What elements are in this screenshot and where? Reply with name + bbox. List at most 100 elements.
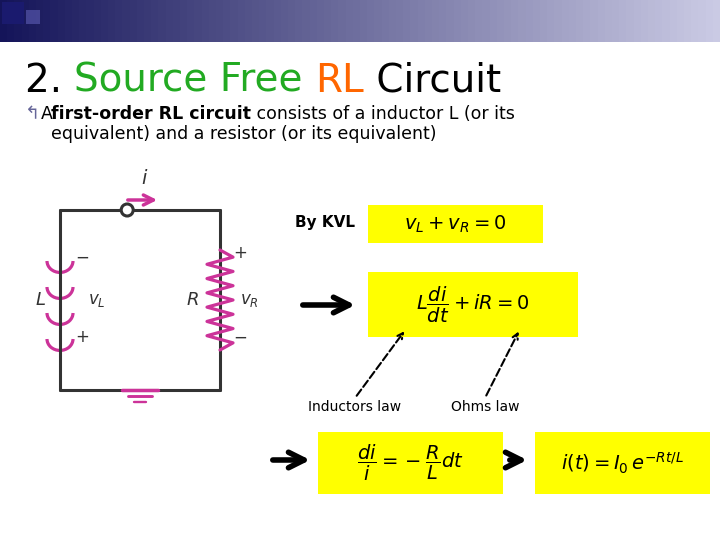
Bar <box>50 0 58 42</box>
Circle shape <box>121 204 133 216</box>
Bar <box>266 0 274 42</box>
Bar <box>518 0 526 42</box>
Text: $v_R$: $v_R$ <box>240 291 258 309</box>
Bar <box>396 0 403 42</box>
Bar <box>288 0 295 42</box>
Bar <box>526 0 533 42</box>
Bar <box>418 0 425 42</box>
Bar <box>461 0 468 42</box>
Bar <box>180 0 187 42</box>
Text: first-order RL circuit: first-order RL circuit <box>51 105 251 123</box>
Bar <box>187 0 194 42</box>
Bar <box>151 0 158 42</box>
Text: $+$: $+$ <box>233 244 247 262</box>
Bar <box>22 0 29 42</box>
Text: consists of a inductor L (or its: consists of a inductor L (or its <box>251 105 515 123</box>
Bar <box>670 0 677 42</box>
Bar <box>454 0 461 42</box>
Bar <box>130 0 137 42</box>
Bar <box>368 272 578 337</box>
Bar <box>482 0 490 42</box>
Text: $i$: $i$ <box>141 169 148 188</box>
Text: $-$: $-$ <box>233 328 247 346</box>
Bar <box>598 0 605 42</box>
Bar <box>230 0 238 42</box>
Bar <box>374 0 382 42</box>
Bar <box>504 0 511 42</box>
Bar <box>223 0 230 42</box>
Bar <box>302 0 310 42</box>
Bar <box>86 0 94 42</box>
Bar <box>122 0 130 42</box>
Bar <box>94 0 101 42</box>
Bar <box>137 0 144 42</box>
Bar <box>576 0 583 42</box>
Bar <box>648 0 655 42</box>
Bar <box>533 0 540 42</box>
Bar <box>14 0 22 42</box>
Bar <box>317 0 324 42</box>
Bar <box>245 0 252 42</box>
Bar <box>281 0 288 42</box>
Bar <box>310 0 317 42</box>
Bar <box>26 10 40 24</box>
Bar <box>382 0 389 42</box>
Bar <box>403 0 410 42</box>
Bar <box>101 0 108 42</box>
Text: A: A <box>41 105 58 123</box>
Bar <box>202 0 209 42</box>
Bar <box>43 0 50 42</box>
Bar <box>497 0 504 42</box>
Text: Source Free: Source Free <box>74 62 315 100</box>
Bar <box>368 205 543 243</box>
Bar <box>79 0 86 42</box>
Bar <box>324 0 331 42</box>
Text: $+$: $+$ <box>75 328 89 346</box>
Bar <box>367 0 374 42</box>
Bar <box>259 0 266 42</box>
Bar <box>432 0 439 42</box>
Bar <box>7 0 14 42</box>
Bar <box>29 0 36 42</box>
Bar <box>554 0 562 42</box>
Text: $L\dfrac{di}{dt} + iR = 0$: $L\dfrac{di}{dt} + iR = 0$ <box>416 285 530 325</box>
Bar <box>194 0 202 42</box>
Bar <box>626 0 634 42</box>
Text: Ohms law: Ohms law <box>451 400 519 414</box>
Bar <box>238 0 245 42</box>
Bar <box>468 0 475 42</box>
Bar <box>338 0 346 42</box>
Bar <box>511 0 518 42</box>
Bar <box>389 0 396 42</box>
Bar <box>535 432 710 494</box>
Bar <box>65 0 72 42</box>
Text: $R$: $R$ <box>186 291 199 309</box>
Bar <box>490 0 497 42</box>
Text: Circuit: Circuit <box>364 62 501 100</box>
Text: Inductors law: Inductors law <box>308 400 402 414</box>
Bar <box>641 0 648 42</box>
Bar <box>144 0 151 42</box>
Bar <box>216 0 223 42</box>
Bar <box>569 0 576 42</box>
Bar <box>108 0 115 42</box>
Text: $v_L$: $v_L$ <box>88 291 106 309</box>
Bar <box>2 2 24 24</box>
Text: $i(t) = I_0\,e^{-Rt/L}$: $i(t) = I_0\,e^{-Rt/L}$ <box>561 450 684 476</box>
Bar <box>547 0 554 42</box>
Bar <box>698 0 706 42</box>
Text: 2.: 2. <box>25 62 74 100</box>
Bar <box>583 0 590 42</box>
Bar <box>331 0 338 42</box>
Bar <box>446 0 454 42</box>
Bar <box>655 0 662 42</box>
Bar <box>274 0 281 42</box>
Bar <box>360 0 367 42</box>
Bar <box>590 0 598 42</box>
Bar <box>209 0 216 42</box>
Bar <box>691 0 698 42</box>
Bar <box>115 0 122 42</box>
Bar <box>72 0 79 42</box>
Bar <box>706 0 713 42</box>
Bar <box>166 0 173 42</box>
